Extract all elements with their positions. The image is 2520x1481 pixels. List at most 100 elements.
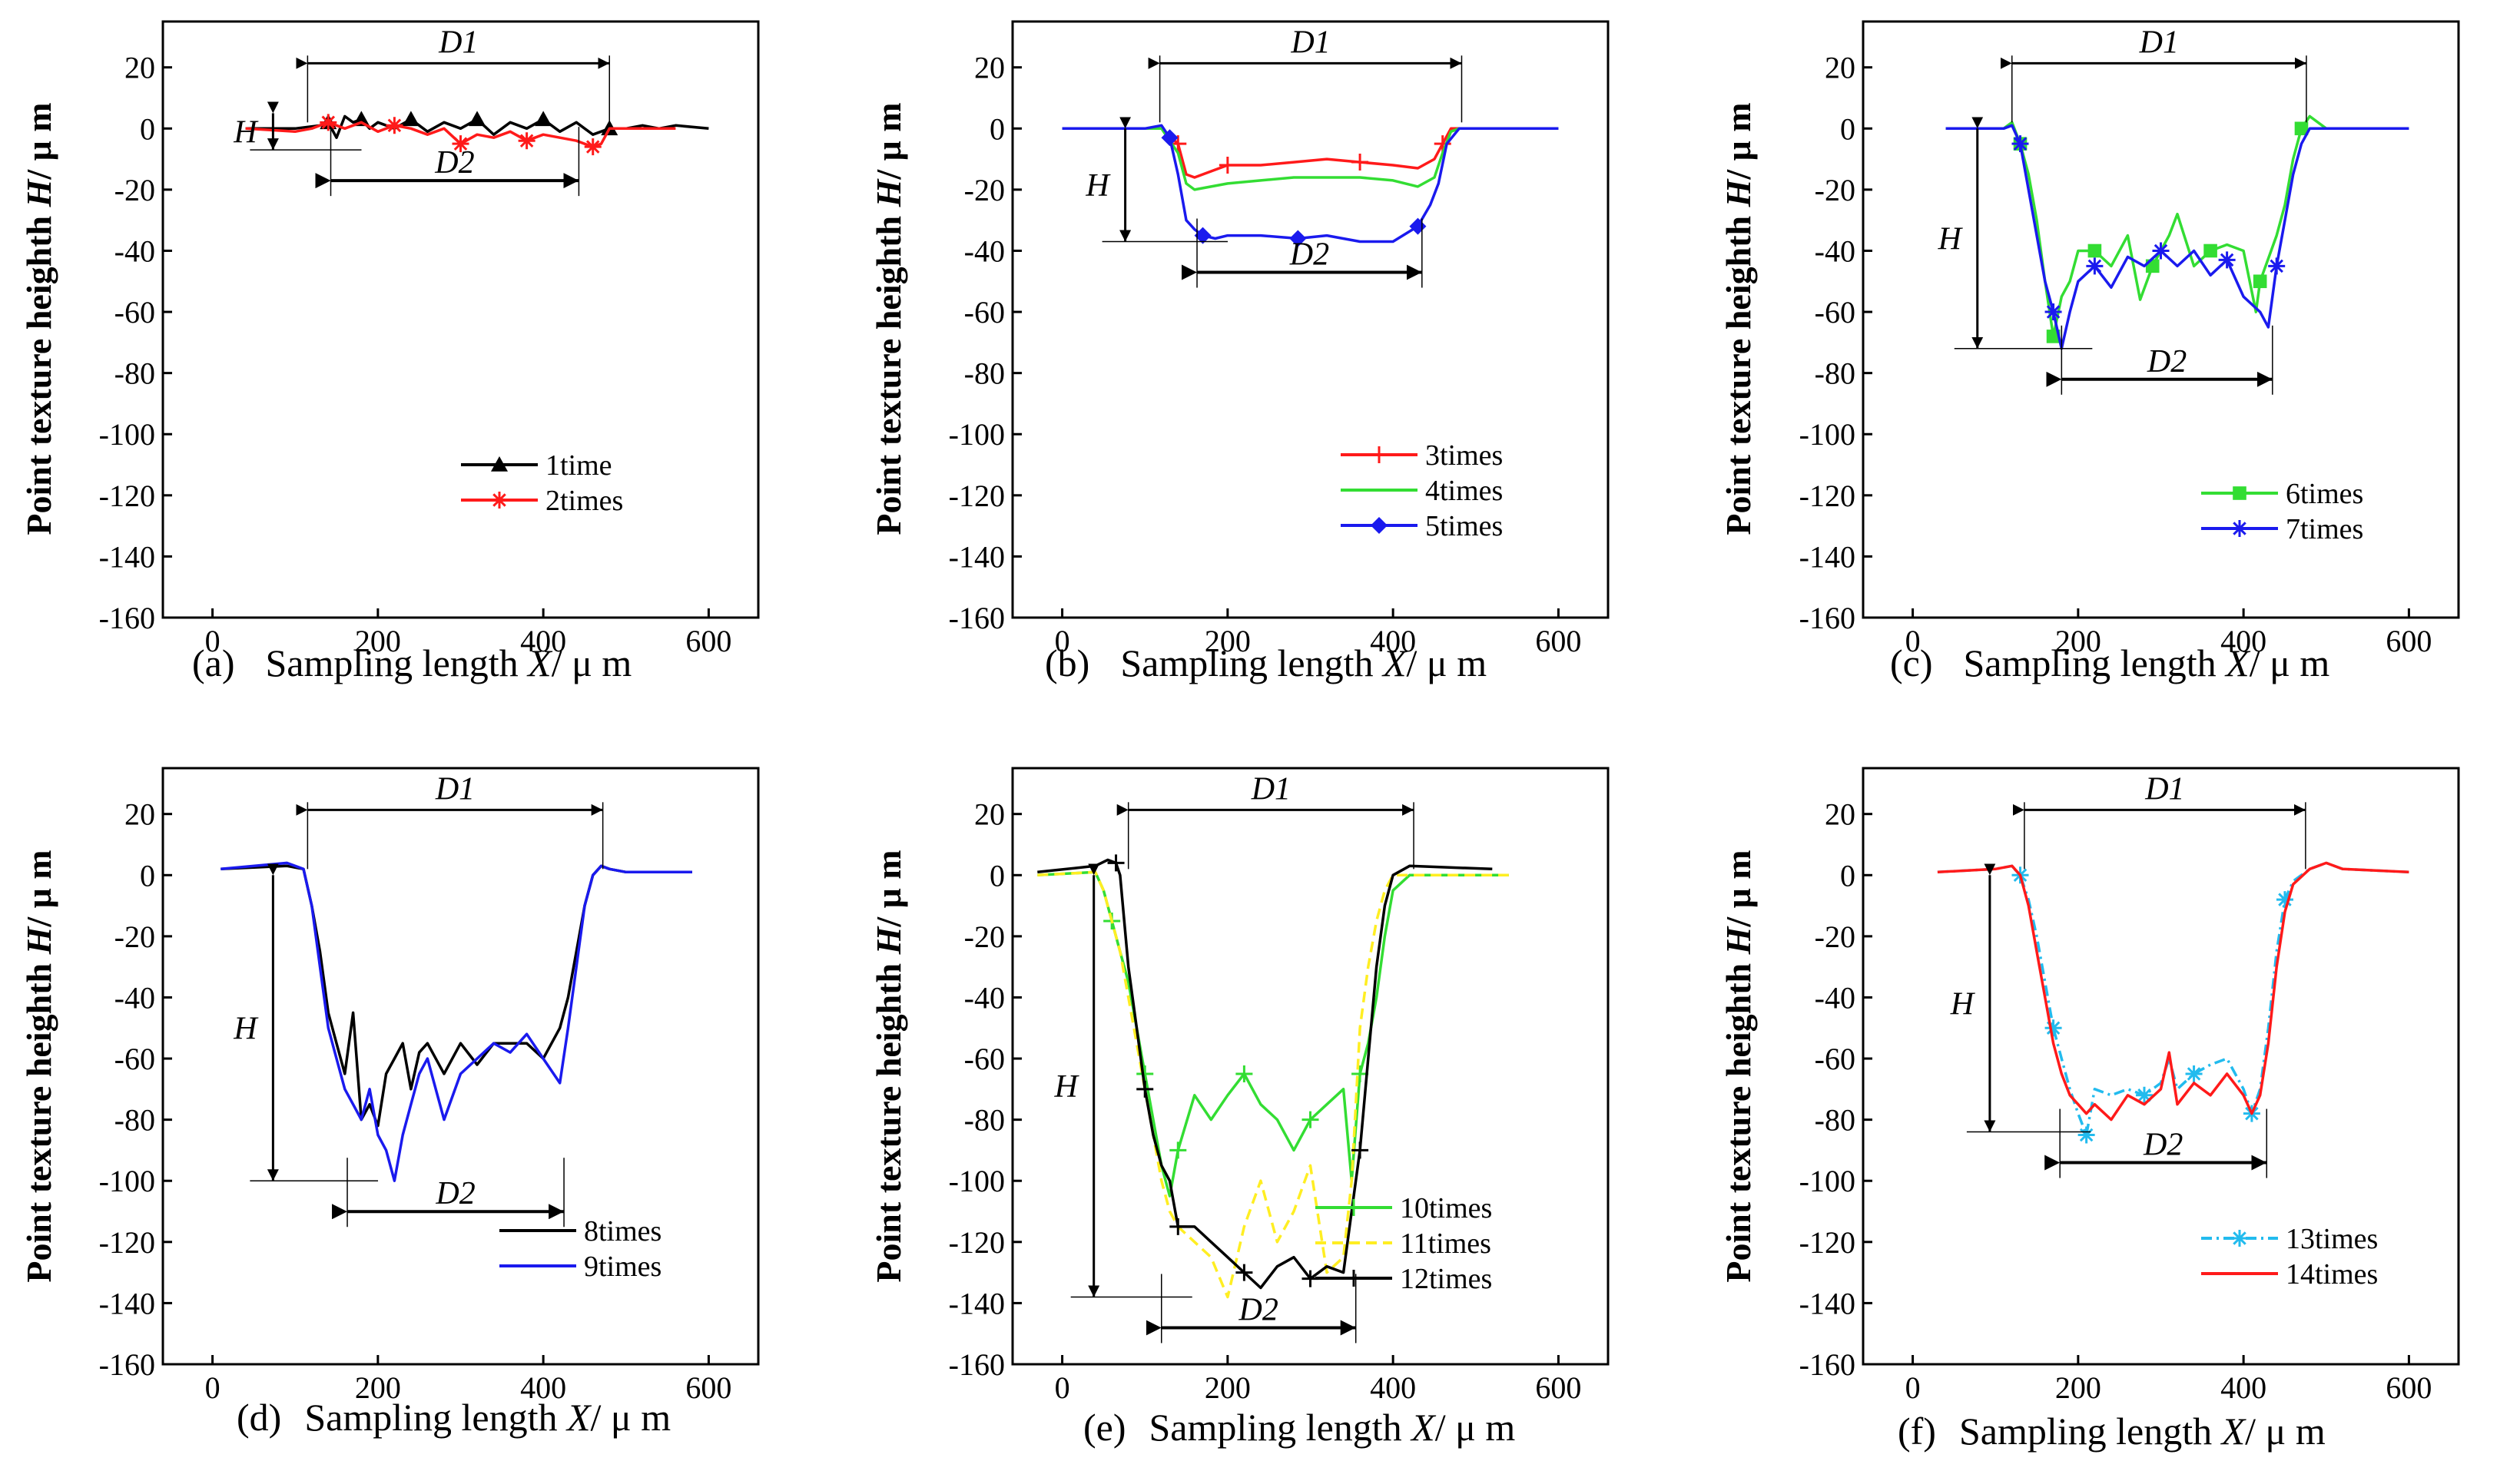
panel-label: (b) bbox=[1045, 641, 1089, 684]
plot-frame bbox=[1862, 767, 2460, 1366]
h-label: H bbox=[233, 114, 259, 150]
d1-label: D1 bbox=[438, 25, 478, 60]
plot-frame bbox=[161, 20, 760, 619]
star-marker bbox=[2135, 1086, 2153, 1104]
h-label: H bbox=[233, 1011, 259, 1046]
y-tick-label: 0 bbox=[1840, 111, 1855, 146]
legend-label: 4times bbox=[1425, 475, 1503, 507]
y-tick-label: -40 bbox=[114, 234, 155, 268]
y-axis-label: Point texture heighth H/ μ m bbox=[869, 102, 908, 535]
x-tick-label: 0 bbox=[205, 624, 220, 658]
panel-label: (a) bbox=[192, 641, 235, 684]
d2-label: D2 bbox=[1289, 237, 1329, 273]
triangle-marker bbox=[402, 111, 419, 127]
y-tick-label: 0 bbox=[140, 858, 155, 893]
y-tick-label: -40 bbox=[964, 980, 1005, 1015]
square-marker bbox=[2253, 274, 2267, 289]
plot-area bbox=[1945, 114, 2409, 350]
legend: 8times 9times bbox=[499, 1215, 662, 1283]
x-tick-label: 400 bbox=[2220, 1370, 2266, 1405]
x-tick-label: 600 bbox=[685, 1370, 731, 1405]
dimension-annotations: D1 D2 H bbox=[233, 771, 604, 1228]
y-tick-label: 20 bbox=[124, 51, 155, 85]
y-tick-label: -140 bbox=[949, 1286, 1005, 1320]
triangle-marker bbox=[535, 111, 552, 127]
legend-label: 9times bbox=[584, 1251, 662, 1283]
y-tick-label: -40 bbox=[1815, 980, 1855, 1015]
y-tick-label: -60 bbox=[964, 295, 1005, 330]
star-marker bbox=[2231, 1230, 2248, 1247]
y-tick-label: -100 bbox=[949, 417, 1005, 452]
y-tick-label: -60 bbox=[964, 1042, 1005, 1076]
y-tick-label: -100 bbox=[99, 417, 155, 452]
h-label: H bbox=[1950, 986, 1976, 1022]
dimension-annotations: D1 D2 H bbox=[1085, 25, 1463, 288]
star-marker bbox=[584, 138, 602, 156]
x-tick-label: 200 bbox=[1205, 1370, 1251, 1405]
plot-area bbox=[220, 861, 692, 1182]
plot-frame bbox=[1011, 767, 1610, 1366]
diamond-marker bbox=[1194, 227, 1212, 244]
dimension-annotations: D1 D2 H bbox=[233, 25, 610, 197]
y-tick-label: -80 bbox=[114, 356, 155, 391]
y-tick-label: 20 bbox=[974, 51, 1005, 85]
x-tick-label: 0 bbox=[1055, 1370, 1070, 1405]
y-tick-label: -120 bbox=[1799, 479, 1855, 513]
y-tick-label: -40 bbox=[114, 980, 155, 1015]
square-marker bbox=[2087, 244, 2102, 258]
x-axis-label: (d) Sampling length X/ μ m bbox=[237, 1396, 671, 1439]
y-tick-label: -60 bbox=[1815, 295, 1855, 330]
d2-label: D2 bbox=[434, 145, 474, 181]
y-axis-label: Point texture heighth H/ μ m bbox=[869, 850, 908, 1282]
plus-marker bbox=[1301, 1111, 1319, 1128]
plus-marker bbox=[1351, 154, 1369, 171]
plus-marker bbox=[1136, 1080, 1154, 1098]
plus-marker bbox=[1169, 1141, 1187, 1159]
plus-marker bbox=[1169, 1218, 1187, 1235]
y-tick-label: -20 bbox=[964, 173, 1005, 207]
y-tick-label: -160 bbox=[99, 601, 155, 635]
d1-label: D1 bbox=[1251, 771, 1291, 807]
legend-label: 5times bbox=[1425, 510, 1503, 542]
star-marker bbox=[386, 117, 403, 134]
y-tick-label: -60 bbox=[114, 1042, 155, 1076]
y-tick-label: -60 bbox=[114, 295, 155, 330]
legend-label: 1time bbox=[545, 449, 612, 482]
d2-label: D2 bbox=[435, 1176, 475, 1211]
star-marker bbox=[2268, 257, 2286, 275]
y-tick-label: -140 bbox=[1799, 539, 1855, 574]
y-tick-label: 0 bbox=[1840, 858, 1855, 893]
series-line-4times bbox=[1062, 127, 1559, 191]
dimension-annotations: D1 D2 H bbox=[1054, 771, 1414, 1344]
y-tick-label: 20 bbox=[974, 797, 1005, 832]
x-axis-label: (e) Sampling length X/ μ m bbox=[1083, 1406, 1515, 1449]
x-tick-label: 200 bbox=[355, 624, 401, 658]
plus-marker bbox=[1235, 1065, 1253, 1082]
star-marker bbox=[2185, 1065, 2203, 1082]
series-line-5times bbox=[1062, 124, 1559, 244]
y-tick-label: -100 bbox=[99, 1164, 155, 1198]
legend-label: 7times bbox=[2286, 513, 2363, 545]
x-tick-label: 400 bbox=[1370, 624, 1416, 658]
y-tick-label: -60 bbox=[1815, 1042, 1855, 1076]
dimension-annotations: D1 D2 H bbox=[1938, 25, 2307, 395]
series-line-13times bbox=[1937, 861, 2409, 1137]
star-marker bbox=[320, 114, 337, 131]
plot-area bbox=[245, 111, 709, 156]
y-tick-label: -80 bbox=[114, 1103, 155, 1138]
y-tick-label: -20 bbox=[114, 173, 155, 207]
y-tick-label: 0 bbox=[140, 111, 155, 146]
x-tick-label: 0 bbox=[1055, 624, 1070, 658]
y-tick-label: 20 bbox=[1825, 797, 1855, 832]
plus-marker bbox=[1107, 854, 1125, 872]
h-label: H bbox=[1938, 222, 1964, 257]
x-tick-label: 400 bbox=[520, 624, 566, 658]
